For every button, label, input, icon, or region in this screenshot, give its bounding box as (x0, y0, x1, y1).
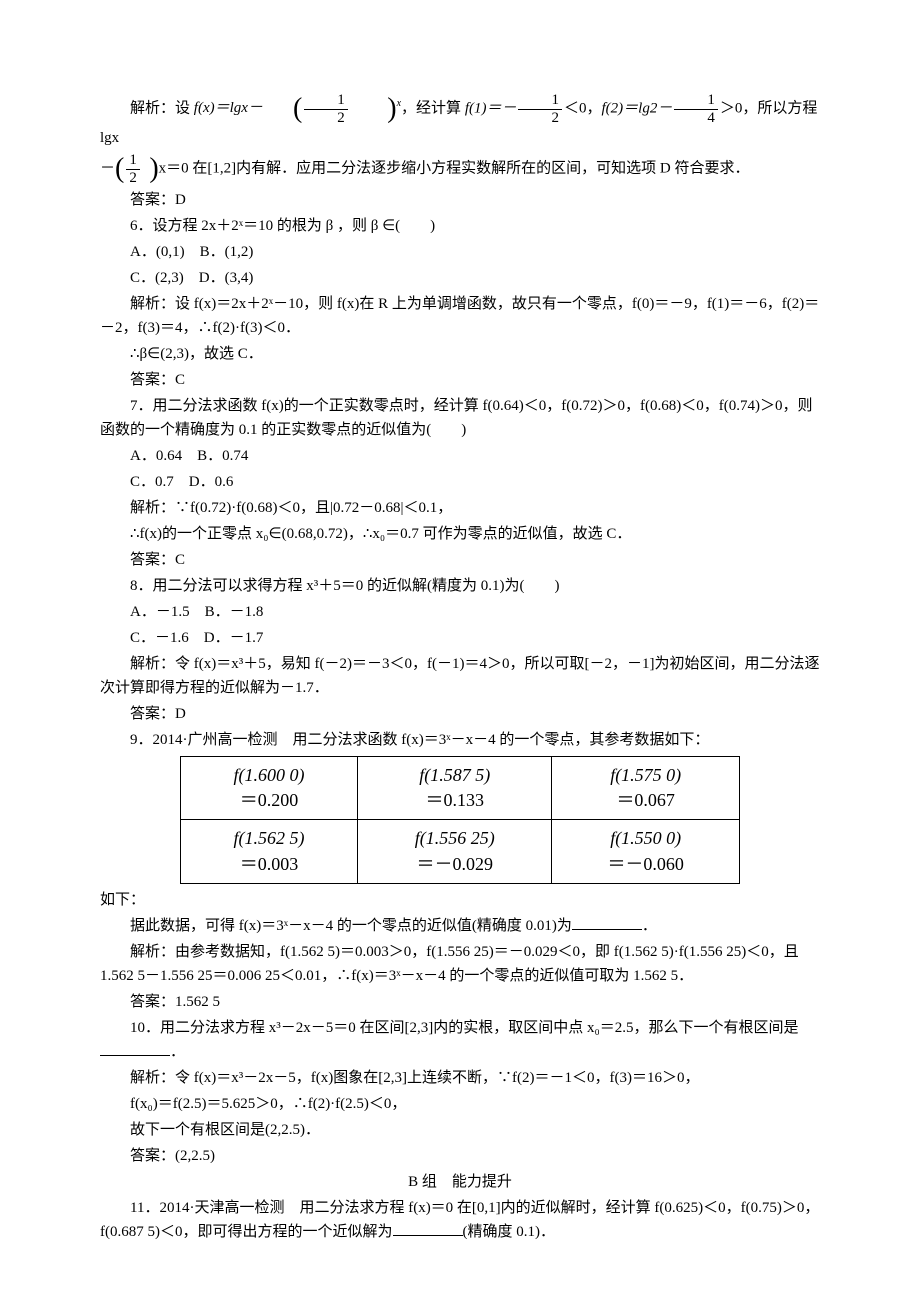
q10-analysis1: 解析：令 f(x)＝x³－2x－5，f(x)图象在[2,3]上连续不断，∵f(2… (100, 1066, 820, 1090)
blank-input[interactable] (572, 914, 642, 930)
answer: D (175, 706, 186, 722)
q7-option-ab: A．0.64 B．0.74 (100, 444, 820, 468)
q10-analysis2: f(x₀)＝f(2.5)＝5.625＞0，∴f(2)·f(2.5)＜0， (100, 1092, 820, 1116)
q5-answer: 答案：D (100, 188, 820, 212)
text: (精确度 0.1)． (463, 1224, 556, 1240)
fraction: 12 (126, 152, 140, 186)
text: 设方程 2x＋2ˣ＝10 的根为 β ，则 β ∈( ) (153, 218, 436, 234)
blank-input[interactable] (100, 1040, 170, 1056)
q5-analysis: 解析：设 f(x)＝lgx－(12 )x，经计算 f(1)＝－12＜0，f(2)… (100, 92, 820, 150)
page-content: 解析：设 f(x)＝lgx－(12 )x，经计算 f(1)＝－12＜0，f(2)… (0, 0, 920, 1286)
answer: C (175, 552, 185, 568)
rparen-icon: ) (149, 155, 158, 183)
text: ． (642, 918, 657, 934)
table-cell: f(1.550 0)＝－0.060 (552, 820, 740, 883)
answer: 1.562 5 (175, 994, 220, 1010)
analysis-label: 解析： (130, 500, 175, 516)
text: － (100, 160, 115, 176)
q6-answer: 答案：C (100, 368, 820, 392)
analysis-label: 解析： (130, 100, 175, 116)
q6-stem: 6．设方程 2x＋2ˣ＝10 的根为 β ，则 β ∈( ) (100, 214, 820, 238)
answer-label: 答案： (130, 1148, 175, 1164)
text: ，经计算 (401, 100, 465, 116)
num: 11． (130, 1200, 159, 1216)
q6-option-cd: C．(2,3) D．(3,4) (100, 266, 820, 290)
q7-stem: 7．用二分法求函数 f(x)的一个正实数零点时，经计算 f(0.64)＜0，f(… (100, 394, 820, 442)
num: 7． (130, 398, 153, 414)
lparen-icon: ( (263, 95, 302, 123)
num: 10． (130, 1020, 160, 1036)
answer-label: 答案： (130, 552, 175, 568)
text: ． (170, 1044, 185, 1060)
q8-answer: 答案：D (100, 702, 820, 726)
answer-label: 答案： (130, 706, 175, 722)
fraction: 12 (304, 92, 348, 126)
fraction: 14 (674, 92, 718, 126)
q7-answer: 答案：C (100, 548, 820, 572)
text: 设 (175, 100, 194, 116)
q9-table: f(1.600 0)＝0.200 f(1.587 5)＝0.133 f(1.57… (180, 756, 740, 884)
answer-label: 答案： (130, 372, 175, 388)
text: 用二分法可以求得方程 x³＋5＝0 的近似解(精度为 0.1)为( ) (153, 578, 560, 594)
q10-answer: 答案：(2,2.5) (100, 1144, 820, 1168)
table-cell: f(1.600 0)＝0.200 (181, 757, 358, 820)
q5-analysis-line2: －(12 )x＝0 在[1,2]内有解．应用二分法逐步缩小方程实数解所在的区间，… (100, 152, 820, 186)
q7-option-cd: C．0.7 D．0.6 (100, 470, 820, 494)
analysis-label: 解析： (130, 296, 175, 312)
q8-option-cd: C．－1.6 D．－1.7 (100, 626, 820, 650)
text: 用二分法求函数 f(x)的一个正实数零点时，经计算 f(0.64)＜0，f(0.… (100, 398, 812, 438)
q9-stem2: 如下： (100, 888, 820, 912)
text: ＜0， (564, 100, 602, 116)
table-cell: f(1.575 0)＝0.067 (552, 757, 740, 820)
text: 2014·广州高一检测 用二分法求函数 f(x)＝3ˣ－x－4 的一个零点，其参… (153, 732, 710, 748)
group-b-heading: B 组 能力提升 (100, 1170, 820, 1194)
q8-option-ab: A．－1.5 B．－1.8 (100, 600, 820, 624)
q8-analysis: 解析：令 f(x)＝x³＋5，易知 f(－2)＝－3＜0，f(－1)＝4＞0，所… (100, 652, 820, 700)
q9-stem: 9．2014·广州高一检测 用二分法求函数 f(x)＝3ˣ－x－4 的一个零点，… (100, 728, 820, 752)
text: ∵f(0.72)·f(0.68)＜0，且|0.72－0.68|＜0.1， (175, 500, 452, 516)
q6-option-ab: A．(0,1) B．(1,2) (100, 240, 820, 264)
answer: C (175, 372, 185, 388)
q8-stem: 8．用二分法可以求得方程 x³＋5＝0 的近似解(精度为 0.1)为( ) (100, 574, 820, 598)
table-cell: f(1.587 5)＝0.133 (358, 757, 552, 820)
text: 用二分法求方程 x³－2x－5＝0 在区间[2,3]内的实根，取区间中点 x₀＝… (160, 1020, 798, 1036)
q10-stem: 10．用二分法求方程 x³－2x－5＝0 在区间[2,3]内的实根，取区间中点 … (100, 1016, 820, 1064)
answer: (2,2.5) (175, 1148, 215, 1164)
num: 9． (130, 732, 153, 748)
q6-analysis2: ∴β∈(2,3)，故选 C． (100, 342, 820, 366)
f2: f(2)＝lg2－ (602, 100, 673, 116)
q7-analysis2: ∴f(x)的一个正零点 x₀∈(0.68,0.72)，∴x₀＝0.7 可作为零点… (100, 522, 820, 546)
lparen-icon: ( (115, 155, 124, 183)
q6-analysis: 解析：设 f(x)＝2x＋2ˣ－10，则 f(x)在 R 上为单调增函数，故只有… (100, 292, 820, 340)
analysis-label: 解析： (130, 656, 175, 672)
q9-stem2b: 据此数据，可得 f(x)＝3ˣ－x－4 的一个零点的近似值(精确度 0.01)为… (100, 914, 820, 938)
fx: f(x)＝lgx－ (194, 100, 263, 116)
num: 6． (130, 218, 153, 234)
table-cell: f(1.556 25)＝－0.029 (358, 820, 552, 883)
text: 令 f(x)＝x³＋5，易知 f(－2)＝－3＜0，f(－1)＝4＞0，所以可取… (100, 656, 819, 696)
analysis-label: 解析： (130, 1070, 175, 1086)
q10-analysis3: 故下一个有根区间是(2,2.5)． (100, 1118, 820, 1142)
fraction: 12 (518, 92, 562, 126)
text: x＝0 在[1,2]内有解．应用二分法逐步缩小方程实数解所在的区间，可知选项 D… (159, 160, 750, 176)
q9-answer: 答案：1.562 5 (100, 990, 820, 1014)
blank-input[interactable] (393, 1220, 463, 1236)
q9-analysis: 解析：由参考数据知，f(1.562 5)＝0.003＞0，f(1.556 25)… (100, 940, 820, 988)
text: 据此数据，可得 f(x)＝3ˣ－x－4 的一个零点的近似值(精确度 0.01)为 (130, 918, 572, 934)
answer-label: 答案： (130, 192, 175, 208)
q7-analysis1: 解析：∵f(0.72)·f(0.68)＜0，且|0.72－0.68|＜0.1， (100, 496, 820, 520)
answer: D (175, 192, 186, 208)
text: 由参考数据知，f(1.562 5)＝0.003＞0，f(1.556 25)＝－0… (100, 944, 799, 984)
text: 设 f(x)＝2x＋2ˣ－10，则 f(x)在 R 上为单调增函数，故只有一个零… (100, 296, 819, 336)
q11-stem: 11．2014·天津高一检测 用二分法求方程 f(x)＝0 在[0,1]内的近似… (100, 1196, 820, 1244)
answer-label: 答案： (130, 994, 175, 1010)
rparen-icon: ) (357, 95, 396, 123)
analysis-label: 解析： (130, 944, 175, 960)
num: 8． (130, 578, 153, 594)
table-cell: f(1.562 5)＝0.003 (181, 820, 358, 883)
f1: f(1)＝－ (465, 100, 517, 116)
text: 令 f(x)＝x³－2x－5，f(x)图象在[2,3]上连续不断，∵f(2)＝－… (175, 1070, 699, 1086)
